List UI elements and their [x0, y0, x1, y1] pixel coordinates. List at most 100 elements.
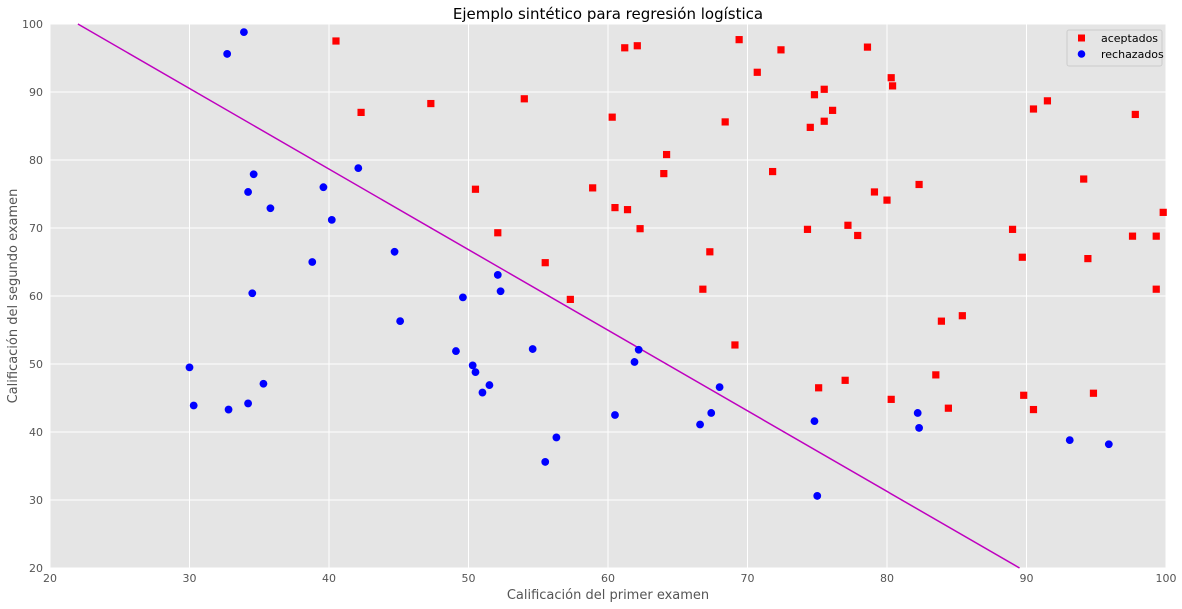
- point-aceptados: [611, 204, 619, 212]
- point-aceptados: [1152, 285, 1160, 293]
- point-aceptados: [706, 248, 714, 256]
- point-aceptados: [662, 150, 671, 159]
- x-axis-label: Calificación del primer examen: [507, 588, 709, 603]
- point-rechazados: [493, 271, 502, 279]
- point-rechazados: [244, 188, 252, 196]
- point-aceptados: [753, 68, 761, 76]
- point-aceptados: [636, 225, 644, 233]
- point-rechazados: [185, 363, 194, 372]
- point-rechazados: [707, 409, 716, 417]
- point-aceptados: [332, 37, 340, 45]
- point-rechazados: [244, 399, 252, 408]
- point-aceptados: [1084, 255, 1092, 263]
- point-rechazados: [319, 183, 328, 192]
- point-aceptados: [1020, 391, 1028, 399]
- point-aceptados: [1018, 253, 1026, 261]
- point-aceptados: [589, 184, 597, 192]
- point-rechazados: [327, 215, 336, 224]
- point-aceptados: [735, 36, 743, 44]
- point-aceptados: [803, 225, 812, 233]
- point-rechazados: [696, 420, 704, 429]
- point-aceptados: [887, 74, 895, 82]
- point-rechazados: [354, 164, 363, 173]
- x-tick-label: 80: [880, 572, 894, 585]
- point-aceptados: [806, 123, 814, 131]
- point-aceptados: [608, 113, 616, 121]
- point-aceptados: [731, 341, 739, 349]
- y-tick-labels: 20 30 40 50 60 70 80 90 100: [22, 18, 43, 575]
- legend-label-aceptados: aceptados: [1101, 32, 1158, 45]
- point-rechazados: [259, 379, 268, 388]
- legend: aceptados rechazados: [1066, 29, 1164, 67]
- y-tick-label: 90: [29, 86, 43, 99]
- point-rechazados: [308, 258, 317, 266]
- point-aceptados: [810, 91, 819, 99]
- y-tick-label: 100: [22, 18, 43, 31]
- point-aceptados: [1089, 389, 1098, 397]
- point-aceptados: [623, 206, 632, 214]
- point-aceptados: [915, 180, 923, 189]
- point-aceptados: [1159, 208, 1167, 216]
- point-aceptados: [721, 118, 729, 126]
- point-rechazados: [552, 433, 561, 442]
- point-aceptados: [937, 317, 946, 325]
- point-aceptados: [1029, 405, 1038, 414]
- x-tick-label: 30: [183, 572, 197, 585]
- point-aceptados: [841, 376, 849, 384]
- point-aceptados: [820, 85, 828, 93]
- point-aceptados: [769, 167, 777, 176]
- x-tick-label: 90: [1020, 572, 1034, 585]
- point-rechazados: [496, 287, 505, 296]
- point-aceptados: [1152, 232, 1160, 240]
- point-rechazados: [471, 368, 480, 377]
- point-rechazados: [634, 345, 643, 354]
- x-tick-label: 50: [462, 572, 476, 585]
- point-aceptados: [815, 384, 823, 392]
- grid: [49, 23, 1167, 569]
- point-aceptados: [870, 188, 879, 196]
- y-tick-label: 50: [29, 358, 43, 371]
- point-aceptados: [777, 46, 785, 54]
- point-aceptados: [633, 42, 641, 50]
- legend-marker-aceptados: [1078, 34, 1085, 42]
- point-aceptados: [660, 170, 668, 178]
- point-rechazados: [390, 247, 399, 256]
- point-rechazados: [468, 361, 477, 370]
- point-rechazados: [485, 381, 494, 389]
- point-aceptados: [844, 221, 852, 229]
- x-tick-label: 60: [601, 572, 615, 585]
- point-rechazados: [611, 411, 619, 419]
- data-points: [185, 28, 1167, 500]
- point-aceptados: [566, 295, 574, 303]
- legend-marker-rechazados: [1077, 50, 1086, 58]
- legend-box: [1066, 29, 1163, 67]
- legend-label-rechazados: rechazados: [1101, 48, 1164, 61]
- point-rechazados: [1104, 440, 1113, 449]
- point-aceptados: [883, 196, 891, 204]
- point-aceptados: [932, 371, 940, 379]
- point-rechazados: [266, 204, 275, 213]
- y-tick-label: 70: [29, 222, 43, 235]
- point-aceptados: [828, 106, 837, 114]
- point-rechazados: [630, 358, 639, 366]
- point-aceptados: [887, 395, 895, 403]
- point-aceptados: [888, 82, 897, 90]
- point-aceptados: [820, 117, 828, 125]
- point-aceptados: [1080, 175, 1088, 183]
- point-rechazados: [528, 345, 537, 353]
- point-aceptados: [1029, 105, 1038, 113]
- point-rechazados: [224, 405, 233, 414]
- point-aceptados: [427, 99, 435, 108]
- point-rechazados: [396, 317, 405, 326]
- point-aceptados: [1008, 225, 1017, 233]
- point-aceptados: [1131, 110, 1139, 119]
- point-rechazados: [459, 293, 467, 302]
- decision-boundary-line: [77, 23, 1020, 569]
- point-rechazados: [810, 417, 819, 426]
- y-tick-label: 80: [29, 154, 43, 167]
- point-rechazados: [223, 50, 232, 58]
- point-aceptados: [1043, 97, 1052, 105]
- y-axis-label: Calificación del segundo examen: [6, 189, 21, 404]
- point-rechazados: [715, 383, 724, 392]
- decision-boundary: [77, 23, 1020, 569]
